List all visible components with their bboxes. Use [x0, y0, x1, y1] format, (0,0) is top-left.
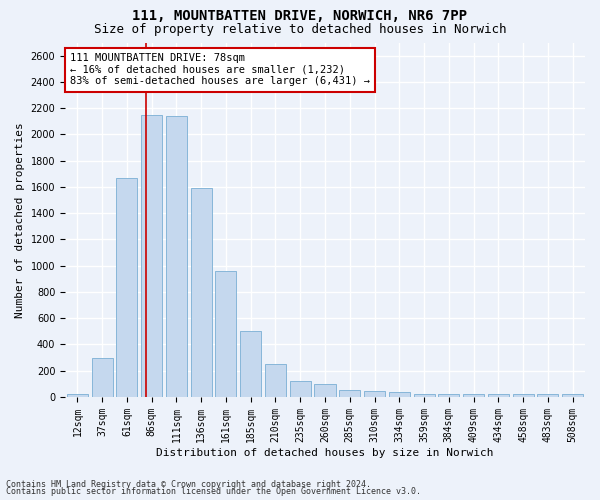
Bar: [389, 392, 410, 397]
Y-axis label: Number of detached properties: Number of detached properties: [15, 122, 25, 318]
Bar: [141, 114, 162, 397]
Bar: [488, 394, 509, 397]
X-axis label: Distribution of detached houses by size in Norwich: Distribution of detached houses by size …: [156, 448, 494, 458]
Text: 111, MOUNTBATTEN DRIVE, NORWICH, NR6 7PP: 111, MOUNTBATTEN DRIVE, NORWICH, NR6 7PP: [133, 9, 467, 23]
Bar: [116, 178, 137, 397]
Bar: [215, 271, 236, 397]
Bar: [314, 384, 335, 397]
Bar: [339, 390, 360, 397]
Bar: [364, 391, 385, 397]
Text: 111 MOUNTBATTEN DRIVE: 78sqm
← 16% of detached houses are smaller (1,232)
83% of: 111 MOUNTBATTEN DRIVE: 78sqm ← 16% of de…: [70, 53, 370, 86]
Text: Contains public sector information licensed under the Open Government Licence v3: Contains public sector information licen…: [6, 487, 421, 496]
Bar: [562, 394, 583, 397]
Bar: [290, 381, 311, 397]
Bar: [92, 358, 113, 397]
Bar: [413, 394, 434, 397]
Bar: [240, 332, 261, 397]
Bar: [438, 394, 460, 397]
Bar: [67, 394, 88, 397]
Bar: [512, 394, 533, 397]
Bar: [265, 364, 286, 397]
Bar: [166, 116, 187, 397]
Bar: [191, 188, 212, 397]
Bar: [463, 394, 484, 397]
Text: Contains HM Land Registry data © Crown copyright and database right 2024.: Contains HM Land Registry data © Crown c…: [6, 480, 371, 489]
Bar: [538, 394, 559, 397]
Text: Size of property relative to detached houses in Norwich: Size of property relative to detached ho…: [94, 22, 506, 36]
